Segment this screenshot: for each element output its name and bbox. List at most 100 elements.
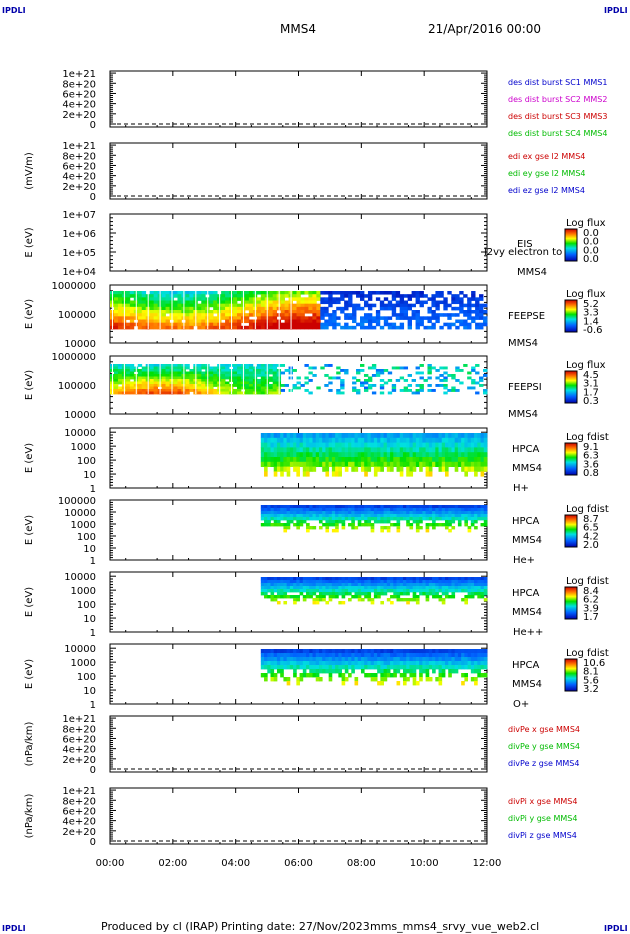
spectrogram-cell xyxy=(177,364,182,367)
spectrogram-cell xyxy=(153,374,159,377)
spectrogram-cell xyxy=(153,366,159,370)
spectrogram-cell xyxy=(409,661,414,666)
spectrogram-cell xyxy=(412,437,417,443)
spectrogram-cell xyxy=(375,291,381,295)
spectrogram-cell xyxy=(451,589,456,593)
spectrogram-cell xyxy=(316,297,321,301)
spectrogram-cell xyxy=(286,511,291,515)
spectrogram-cell xyxy=(402,677,407,682)
spectrogram-cell xyxy=(300,319,305,324)
spectrogram-cell xyxy=(459,306,464,311)
spectrogram-cell xyxy=(299,433,304,439)
spectrogram-cell xyxy=(409,586,414,590)
spectrogram-cell xyxy=(390,508,394,512)
spectrogram-cell xyxy=(371,374,377,377)
spectrogram-cell xyxy=(149,306,155,311)
spectrogram-cell xyxy=(444,580,449,584)
spectrogram-cell xyxy=(377,577,381,581)
spectrogram-cell xyxy=(422,457,427,463)
spectrogram-cell xyxy=(331,452,336,458)
spectrogram-cell xyxy=(375,310,381,314)
spectrogram-cell xyxy=(357,523,362,527)
spectrogram-cell xyxy=(380,653,384,658)
spectrogram-cell xyxy=(356,369,361,372)
spectrogram-cell xyxy=(419,371,424,375)
spectrogram-cell xyxy=(296,471,300,477)
spectrogram-cell xyxy=(248,389,254,392)
spectrogram-cell xyxy=(276,447,281,453)
spectrogram-cell xyxy=(348,291,353,295)
spectrogram-cell xyxy=(406,661,410,666)
spectrogram-cell xyxy=(454,583,459,587)
spectrogram-cell xyxy=(415,319,420,324)
spectrogram-cell xyxy=(457,657,462,662)
spectrogram-cell xyxy=(270,577,275,581)
spectrogram-cell xyxy=(185,379,190,382)
spectrogram-cell xyxy=(276,520,281,524)
spectrogram-cell xyxy=(360,505,365,509)
spectrogram-cell xyxy=(289,442,294,448)
spectrogram-cell xyxy=(276,505,281,509)
spectrogram-cell xyxy=(296,457,300,463)
spectrogram-cell xyxy=(280,673,284,678)
spectrogram-cell xyxy=(256,325,262,330)
spectrogram-cell xyxy=(470,517,475,521)
spectrogram-cell xyxy=(457,457,462,463)
spectrogram-cell xyxy=(309,586,313,590)
spectrogram-cell xyxy=(423,294,428,298)
spectrogram-cell xyxy=(302,665,307,670)
spectrogram-cell xyxy=(461,577,465,581)
spectrogram-cell xyxy=(293,669,297,674)
spectrogram-cell xyxy=(448,657,452,662)
spectrogram-cell xyxy=(422,586,427,590)
spectrogram-cell xyxy=(471,303,476,308)
spectrogram-cell xyxy=(221,391,226,395)
spectrogram-cell xyxy=(470,437,475,443)
spectrogram-cell xyxy=(260,391,266,395)
spectrogram-cell xyxy=(425,649,430,654)
spectrogram-cell xyxy=(260,366,266,370)
data-gap xyxy=(219,291,221,329)
spectrogram-cell xyxy=(351,577,355,581)
colorbar-tick-label: 6.5 xyxy=(583,523,599,534)
y-tick-label: 8e+20 xyxy=(62,79,96,90)
spectrogram-cell xyxy=(177,384,182,387)
spectrogram-cell xyxy=(435,433,439,439)
spectrogram-cell xyxy=(225,386,230,390)
colorbar xyxy=(564,228,578,262)
spectrogram-cell xyxy=(415,433,420,439)
spectrogram-cell xyxy=(244,313,250,317)
spectrogram-cell xyxy=(464,595,469,599)
spectrogram-cell xyxy=(344,511,349,515)
spectrogram-cell xyxy=(306,589,310,593)
spectrogram-cell xyxy=(286,505,291,509)
spectrogram-cell xyxy=(415,586,420,590)
spectrogram-cell xyxy=(370,447,375,453)
spectrogram-cell xyxy=(459,303,464,308)
spectrogram-cell xyxy=(464,661,469,666)
spectrogram-cell xyxy=(444,586,449,590)
spectrogram-cell xyxy=(383,520,388,524)
spectrogram-cell xyxy=(344,669,349,674)
spectrogram-cell xyxy=(444,589,449,593)
spectrogram-cell xyxy=(117,364,123,367)
spectrogram-cell xyxy=(409,653,414,658)
spectrogram-cell xyxy=(173,379,178,382)
spectrogram-cell xyxy=(267,514,271,518)
spectrogram-cell xyxy=(390,653,394,658)
spectrogram-cell xyxy=(402,665,407,670)
spectrogram-cell xyxy=(289,520,294,524)
spectrogram-cell xyxy=(335,586,339,590)
spectrogram-cell xyxy=(373,661,378,666)
spectrogram-cell xyxy=(396,452,401,458)
spectrogram-cell xyxy=(457,649,462,654)
spectrogram-cell xyxy=(474,520,478,524)
spectrogram-cell xyxy=(289,511,294,515)
spectrogram-cell xyxy=(479,297,484,301)
spectrogram-cell xyxy=(189,310,194,314)
spectrogram-cell xyxy=(299,592,304,596)
spectrogram-cell xyxy=(273,437,278,443)
spectrogram-cell xyxy=(177,300,182,305)
spectrogram-cell xyxy=(371,316,377,320)
spectrogram-cell xyxy=(197,319,202,324)
